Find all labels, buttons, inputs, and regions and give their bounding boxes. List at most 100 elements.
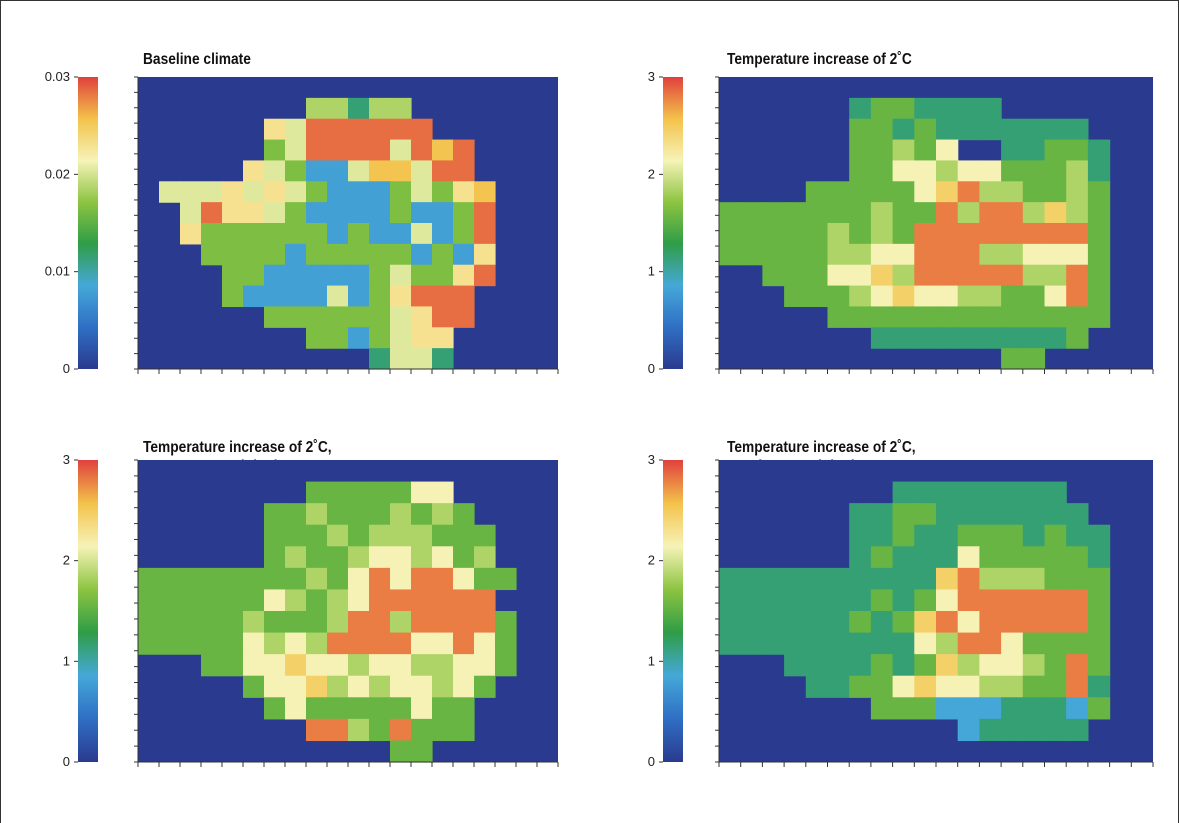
heatmap-cell xyxy=(892,285,915,308)
heatmap-cell xyxy=(762,567,785,591)
heatmap-cell xyxy=(1044,285,1067,308)
heatmap-cell xyxy=(1044,524,1067,547)
heatmap-cell xyxy=(740,567,763,591)
heatmap-cell xyxy=(201,632,223,655)
heatmap-cell xyxy=(1044,546,1067,569)
heatmap-cell xyxy=(411,306,433,328)
heatmap-cell xyxy=(762,202,785,224)
heatmap-cell xyxy=(870,589,894,612)
panel-chart-baseline: 0.03 0.02 0.01 0 xyxy=(45,69,559,376)
heatmap-cell xyxy=(1044,589,1067,612)
heatmap-cell xyxy=(348,718,370,742)
heatmap-cell xyxy=(849,546,872,569)
heatmap-cell xyxy=(892,264,915,287)
heatmap-cell xyxy=(327,524,349,547)
heatmap-cell xyxy=(1001,160,1024,182)
heatmap-cell xyxy=(222,567,244,591)
heatmap-cell xyxy=(1087,181,1111,203)
heatmap-cell xyxy=(264,675,286,698)
heatmap-cell xyxy=(327,223,349,245)
heatmap-cell xyxy=(1087,160,1111,182)
heatmap-cell xyxy=(870,160,894,182)
heatmap-cell xyxy=(740,632,763,655)
colorbar-tick-label: 0 xyxy=(648,754,655,769)
heatmap-cell xyxy=(327,243,349,266)
heatmap-cell xyxy=(849,118,872,141)
heatmap-cell xyxy=(936,589,959,612)
heatmap-cell xyxy=(849,611,872,634)
heatmap-cell xyxy=(327,306,349,328)
heatmap-cell xyxy=(411,589,433,612)
heatmap-cell xyxy=(979,118,1002,141)
heatmap-cell xyxy=(979,181,1002,203)
heatmap-cell xyxy=(348,546,370,569)
heatmap-cell xyxy=(870,202,894,224)
heatmap-cell xyxy=(1066,181,1089,203)
heatmap-cell xyxy=(1066,327,1089,349)
heatmap-cell xyxy=(369,524,391,547)
heatmap-cell xyxy=(285,223,307,245)
heatmap-cell xyxy=(243,285,265,308)
heatmap-cell xyxy=(870,675,894,698)
heatmap-cell xyxy=(1044,697,1067,720)
heatmap-cell xyxy=(827,567,850,591)
heatmap-cell xyxy=(957,503,980,526)
heatmap-cell xyxy=(453,181,475,203)
heatmap-cell xyxy=(411,697,433,720)
colorbar xyxy=(78,460,98,762)
heatmap-cell xyxy=(1001,675,1024,698)
heatmap-cell xyxy=(453,160,475,182)
heatmap-cell xyxy=(264,567,286,591)
heatmap-cell xyxy=(936,118,959,141)
heatmap-cell xyxy=(805,264,829,287)
heatmap-cell xyxy=(870,264,894,287)
colorbar-tick-label: 3 xyxy=(63,452,70,467)
heatmap-cell xyxy=(306,181,328,203)
heatmap-cell xyxy=(327,202,349,224)
heatmap-cell xyxy=(1022,327,1046,349)
panel-chart-less-precip: 3 2 1 0 xyxy=(648,452,1154,769)
heatmap-cell xyxy=(936,546,959,569)
colorbar xyxy=(78,77,98,369)
heatmap-cell xyxy=(474,632,496,655)
heatmap-cell xyxy=(369,285,391,308)
heatmap-cell xyxy=(369,223,391,245)
heatmap-cell xyxy=(1001,202,1024,224)
heatmap-cell xyxy=(957,285,980,308)
heatmap-cell xyxy=(936,202,959,224)
heatmap-cell xyxy=(870,567,894,591)
heatmap-cell xyxy=(892,567,915,591)
heatmap-cell xyxy=(453,611,475,634)
heatmap-cell xyxy=(264,223,286,245)
heatmap-cell xyxy=(827,306,850,328)
heatmap-cell xyxy=(914,327,937,349)
heatmap-cell xyxy=(411,567,433,591)
heatmap-cell xyxy=(474,264,496,287)
heatmap-cell xyxy=(719,611,742,634)
heatmap-cell xyxy=(411,675,433,698)
heatmap-cell xyxy=(892,243,915,266)
heatmap-cell xyxy=(1066,567,1089,591)
heatmap-cell xyxy=(159,589,181,612)
heatmap-cell xyxy=(348,160,370,182)
heatmap-cell xyxy=(474,675,496,698)
heatmap-cell xyxy=(914,589,937,612)
heatmap-cell xyxy=(390,348,412,370)
heatmap-cell xyxy=(348,202,370,224)
heatmap-cell xyxy=(306,481,328,504)
heatmap-cell xyxy=(390,546,412,569)
heatmap-cell xyxy=(180,611,202,634)
heatmap-cell xyxy=(1022,589,1046,612)
heatmap-cell xyxy=(1022,524,1046,547)
heatmap-cell xyxy=(979,546,1002,569)
heatmap-cell xyxy=(453,223,475,245)
heatmap-cell xyxy=(957,675,980,698)
heatmap-cell xyxy=(849,202,872,224)
heatmap-cell xyxy=(411,348,433,370)
colorbar-tick-label: 1 xyxy=(648,264,655,279)
heatmap-cell xyxy=(495,654,517,677)
colorbar-tick-label: 0 xyxy=(63,361,70,376)
heatmap-cell xyxy=(1044,567,1067,591)
heatmap-cell xyxy=(285,611,307,634)
heatmap-cell xyxy=(285,567,307,591)
